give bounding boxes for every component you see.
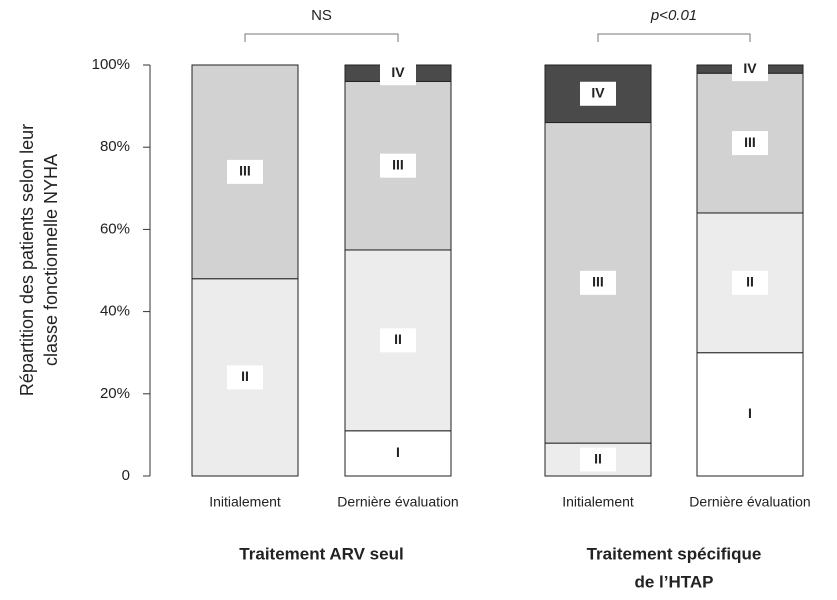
segment-label-box <box>227 365 263 390</box>
segment-label: II <box>746 274 754 290</box>
segment-label: II <box>594 450 602 466</box>
y-axis-title-line: Répartition des patients selon leur <box>17 124 37 396</box>
segment-label: I <box>396 444 400 460</box>
segment-label-box <box>732 270 768 295</box>
x-tick-label: Dernière évaluation <box>337 494 458 510</box>
segment-label-box <box>580 270 616 295</box>
segment-label: IV <box>743 60 757 76</box>
y-axis-title: Répartition des patients selon leur clas… <box>17 124 61 396</box>
segment-label-box <box>227 159 263 184</box>
annotation: p<0.01 <box>650 7 697 24</box>
bracket <box>597 33 751 42</box>
x-tick-label: Dernière évaluation <box>689 494 810 510</box>
annotation: NS <box>311 7 332 24</box>
y-tick-label: 20% <box>100 385 130 402</box>
y-tick-label: 80% <box>100 138 130 155</box>
group-label: Traitement ARV seul <box>239 544 403 563</box>
segment-label-box <box>380 61 416 86</box>
segment-label-box <box>732 131 768 156</box>
x-tick-label: Initialement <box>562 494 634 510</box>
segment-label-box <box>580 447 616 472</box>
group-label: Traitement spécifique <box>587 544 762 563</box>
segment-label: III <box>239 163 251 179</box>
segment-label: III <box>744 134 756 150</box>
y-tick-label: 0 <box>122 467 130 484</box>
y-axis-title-line: classe fonctionnelle NYHA <box>41 154 61 366</box>
segment-label-box <box>732 402 768 427</box>
segment-label: III <box>392 156 404 172</box>
segment-label-box <box>380 441 416 466</box>
segment-label-box <box>380 153 416 178</box>
segment-label-box <box>380 328 416 353</box>
segment-label: II <box>241 368 249 384</box>
y-tick-label: 40% <box>100 303 130 320</box>
segment-label: III <box>592 274 604 290</box>
y-tick-label: 60% <box>100 220 130 237</box>
bracket <box>244 33 399 42</box>
segment-label-box <box>580 81 616 106</box>
segment-label: II <box>394 331 402 347</box>
y-tick-label: 100% <box>92 56 130 73</box>
segment-label: IV <box>391 64 405 80</box>
segment-label-box <box>732 57 768 82</box>
x-tick-label: Initialement <box>209 494 281 510</box>
segment-label: IV <box>591 84 605 100</box>
segment-label: I <box>748 405 752 421</box>
bar-segment <box>544 64 652 124</box>
group-label: de l’HTAP <box>634 572 713 591</box>
